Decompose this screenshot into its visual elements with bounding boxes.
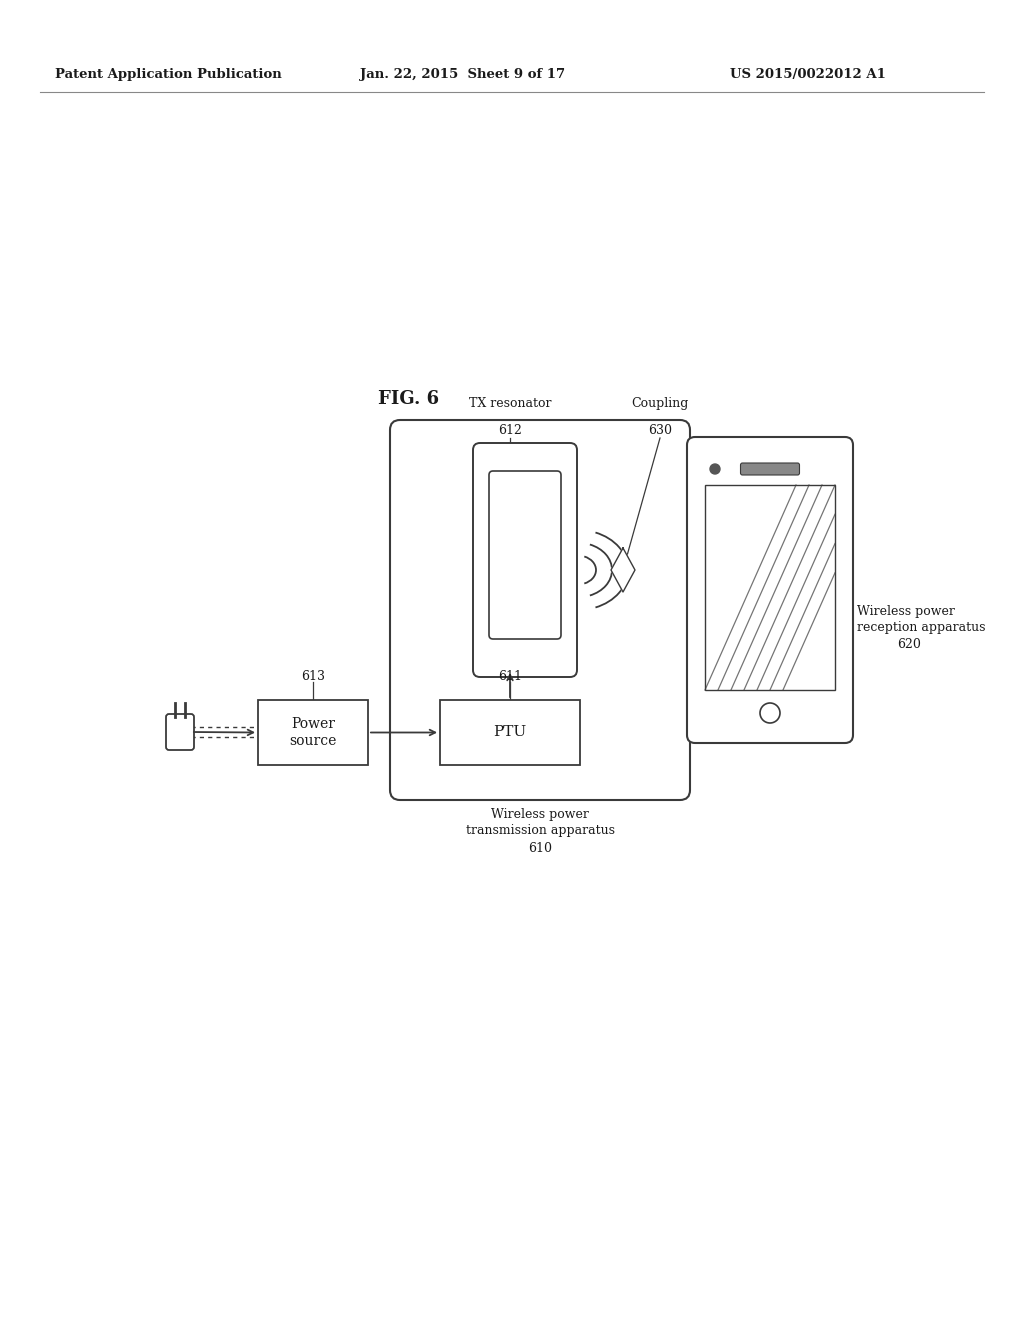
Text: Jan. 22, 2015  Sheet 9 of 17: Jan. 22, 2015 Sheet 9 of 17: [360, 69, 565, 81]
FancyBboxPatch shape: [473, 444, 577, 677]
Text: 612: 612: [498, 424, 522, 437]
Text: Wireless power: Wireless power: [492, 808, 589, 821]
Text: reception apparatus: reception apparatus: [857, 620, 985, 634]
Text: PTU: PTU: [494, 726, 526, 739]
FancyBboxPatch shape: [390, 420, 690, 800]
FancyBboxPatch shape: [740, 463, 800, 475]
Text: TX resonator: TX resonator: [469, 397, 551, 411]
Polygon shape: [611, 548, 635, 591]
Text: Power
source: Power source: [290, 717, 337, 747]
Text: transmission apparatus: transmission apparatus: [466, 824, 614, 837]
FancyBboxPatch shape: [687, 437, 853, 743]
Bar: [440, 700, 580, 766]
Text: Coupling: Coupling: [632, 397, 689, 411]
FancyBboxPatch shape: [489, 471, 561, 639]
Text: 611: 611: [498, 671, 522, 682]
Text: 620: 620: [897, 639, 921, 652]
Bar: [258, 700, 368, 766]
Text: 630: 630: [648, 424, 672, 437]
FancyBboxPatch shape: [166, 714, 194, 750]
Circle shape: [760, 704, 780, 723]
Bar: [705, 484, 835, 690]
Circle shape: [710, 465, 720, 474]
Text: US 2015/0022012 A1: US 2015/0022012 A1: [730, 69, 886, 81]
Text: Patent Application Publication: Patent Application Publication: [55, 69, 282, 81]
Text: 610: 610: [528, 842, 552, 855]
Text: 613: 613: [301, 671, 325, 682]
Text: Wireless power: Wireless power: [857, 605, 954, 618]
Text: FIG. 6: FIG. 6: [378, 389, 439, 408]
